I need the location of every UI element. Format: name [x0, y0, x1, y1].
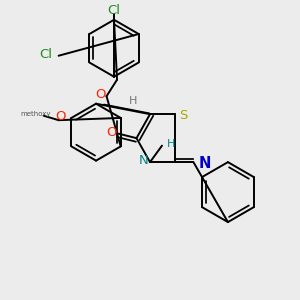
Text: H: H: [167, 139, 175, 149]
Text: N: N: [199, 156, 211, 171]
Text: O: O: [95, 88, 106, 101]
Text: O: O: [107, 126, 117, 139]
Text: S: S: [179, 109, 188, 122]
Text: N: N: [139, 154, 148, 167]
Text: H: H: [129, 96, 138, 106]
Text: methoxy: methoxy: [21, 111, 51, 117]
Text: Cl: Cl: [107, 4, 121, 17]
Text: Cl: Cl: [40, 48, 52, 61]
Text: O: O: [56, 110, 66, 123]
